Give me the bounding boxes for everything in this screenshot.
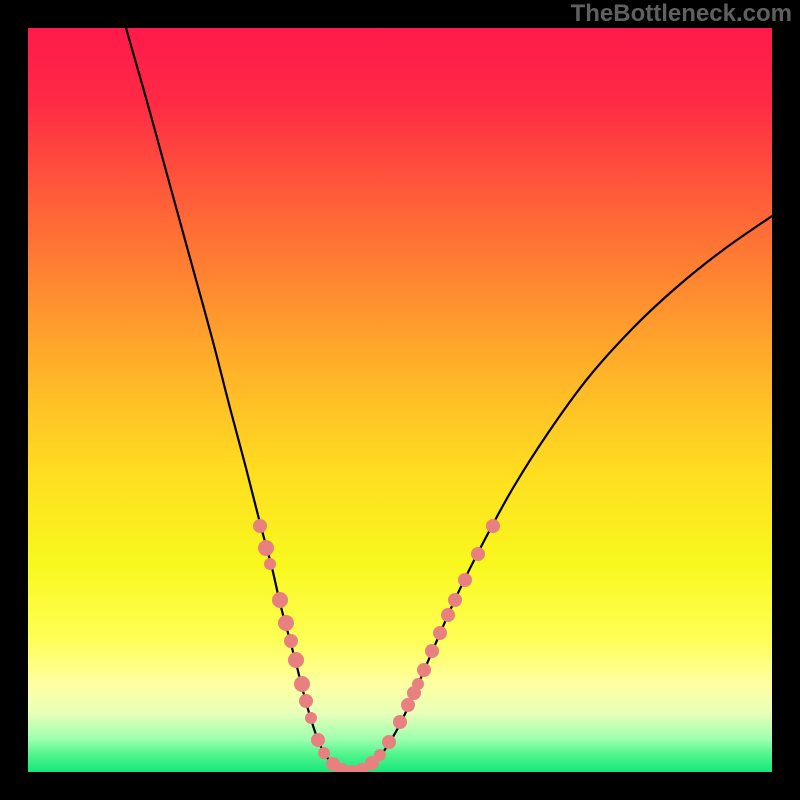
data-dot xyxy=(253,519,267,533)
data-dot xyxy=(407,686,421,700)
data-dot xyxy=(471,547,485,561)
data-dot xyxy=(258,540,274,556)
gradient-background xyxy=(28,28,772,772)
data-dot xyxy=(305,712,317,724)
data-dot xyxy=(433,626,447,640)
data-dot xyxy=(365,756,379,770)
data-dot xyxy=(345,765,359,772)
curve-right xyxy=(356,216,772,771)
data-dot xyxy=(374,749,386,761)
plot-area xyxy=(28,28,772,772)
data-dot xyxy=(417,663,431,677)
data-dot xyxy=(382,735,396,749)
data-dot xyxy=(264,558,276,570)
data-dot xyxy=(425,644,439,658)
plot-svg xyxy=(28,28,772,772)
data-dot xyxy=(355,763,369,772)
dots-group xyxy=(253,519,500,772)
data-dot xyxy=(412,678,424,690)
curve-left xyxy=(126,28,346,771)
data-dot xyxy=(401,698,415,712)
data-dot xyxy=(448,593,462,607)
data-dot xyxy=(278,615,294,631)
data-dot xyxy=(272,592,288,608)
data-dot xyxy=(486,519,500,533)
data-dot xyxy=(335,763,349,772)
data-dot xyxy=(441,608,455,622)
data-dot xyxy=(326,757,340,771)
data-dot xyxy=(294,676,310,692)
data-dot xyxy=(299,694,313,708)
data-dot xyxy=(284,634,298,648)
chart-outer: TheBottleneck.com xyxy=(0,0,800,800)
watermark-text: TheBottleneck.com xyxy=(571,0,792,28)
data-dot xyxy=(393,715,407,729)
data-dot xyxy=(311,733,325,747)
data-dot xyxy=(318,747,330,759)
data-dot xyxy=(288,652,304,668)
data-dot xyxy=(458,573,472,587)
